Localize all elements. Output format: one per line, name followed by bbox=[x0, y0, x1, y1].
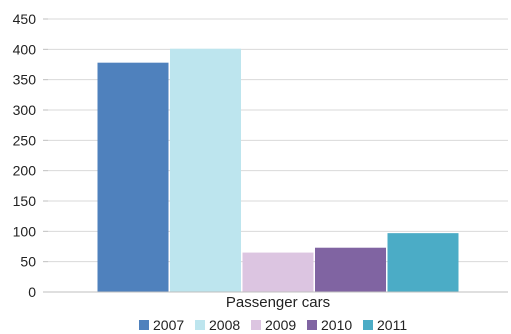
legend-swatch-2007 bbox=[139, 320, 149, 330]
legend-label-2011: 2011 bbox=[377, 317, 407, 333]
y-tick-label: 400 bbox=[13, 41, 37, 57]
y-tick-label: 350 bbox=[13, 72, 37, 88]
bar-2007 bbox=[97, 62, 169, 293]
bar-2010 bbox=[315, 247, 386, 292]
bar-2011 bbox=[387, 233, 459, 292]
y-tick-label: 0 bbox=[28, 284, 36, 300]
y-axis: 0 50 100 150 200 250 300 350 400 450 bbox=[13, 11, 48, 300]
bar-2008 bbox=[170, 48, 241, 292]
y-tick-label: 50 bbox=[20, 254, 36, 270]
legend-swatch-2011 bbox=[363, 320, 373, 330]
legend-swatch-2008 bbox=[195, 320, 205, 330]
legend-label-2008: 2008 bbox=[209, 317, 240, 333]
y-tick-label: 450 bbox=[13, 11, 37, 27]
legend: 2007 2008 2009 2010 2011 bbox=[139, 317, 407, 333]
category-label: Passenger cars bbox=[226, 294, 330, 311]
legend-label-2009: 2009 bbox=[265, 317, 296, 333]
y-tick-label: 100 bbox=[13, 223, 37, 239]
legend-label-2010: 2010 bbox=[321, 317, 352, 333]
y-tick-label: 300 bbox=[13, 102, 37, 118]
legend-label-2007: 2007 bbox=[153, 317, 184, 333]
y-tick-label: 250 bbox=[13, 132, 37, 148]
bar-2009 bbox=[242, 252, 314, 292]
y-tick-label: 150 bbox=[13, 193, 37, 209]
bars bbox=[97, 48, 459, 293]
legend-swatch-2010 bbox=[307, 320, 317, 330]
legend-swatch-2009 bbox=[251, 320, 261, 330]
y-tick-label: 200 bbox=[13, 163, 37, 179]
